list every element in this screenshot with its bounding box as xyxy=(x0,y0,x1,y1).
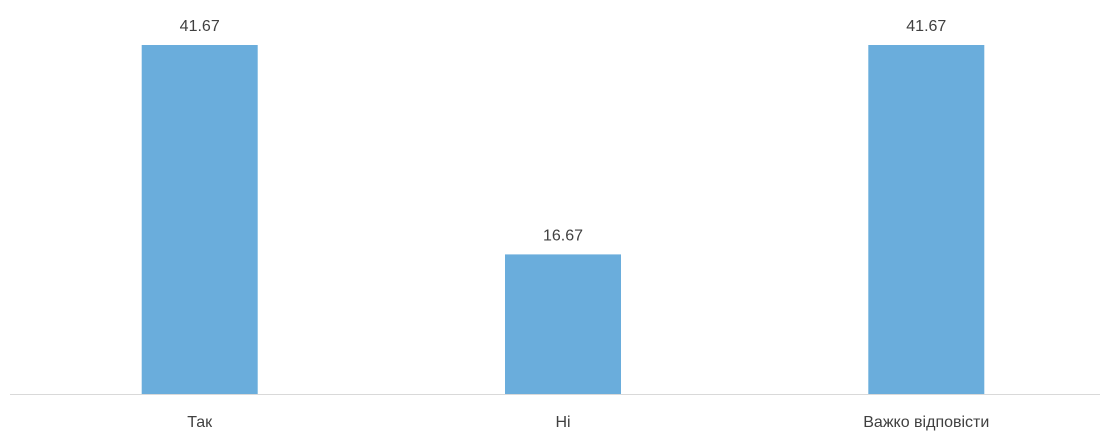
bar xyxy=(141,45,258,394)
bar xyxy=(505,254,621,394)
value-labels-layer: 41.67 16.67 41.67 xyxy=(180,18,947,244)
x-axis-tick-label: Так xyxy=(187,414,213,431)
bar-value-label: 16.67 xyxy=(543,227,583,244)
bar xyxy=(868,45,985,394)
x-axis-tick-label: Важко відповісти xyxy=(863,414,989,431)
bar-value-label: 41.67 xyxy=(906,18,946,35)
category-labels-layer: Так Ні Важко відповісти xyxy=(187,414,989,431)
x-axis-tick-label: Ні xyxy=(555,414,570,431)
bar-value-label: 41.67 xyxy=(180,18,220,35)
bars-layer xyxy=(141,45,985,394)
